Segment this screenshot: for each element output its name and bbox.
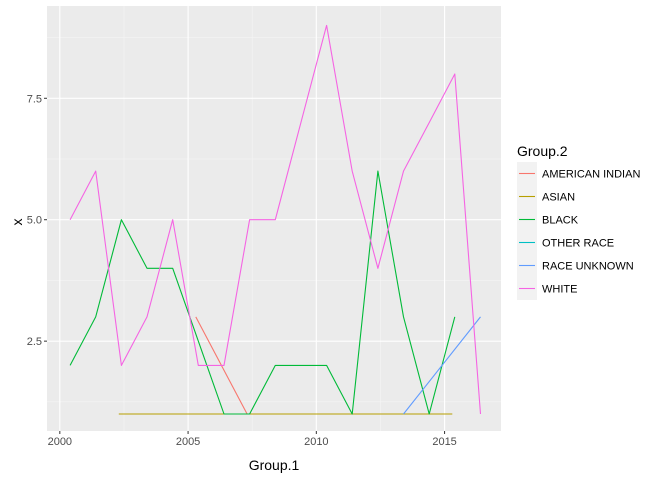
x-tick-label: 2010 — [304, 436, 328, 448]
x-tick-label: 2000 — [48, 436, 72, 448]
x-tick-label: 2015 — [432, 436, 456, 448]
plot-panel — [47, 6, 501, 431]
legend-label-black: BLACK — [542, 215, 579, 227]
legend-label-american-indian: AMERICAN INDIAN — [542, 169, 640, 181]
series-line-race-unknown — [403, 316, 481, 415]
grid-major — [47, 6, 501, 431]
legend-label-white: WHITE — [542, 284, 577, 296]
legend-label-other-race: OTHER RACE — [542, 238, 614, 250]
grid-minor — [47, 6, 501, 431]
legend-label-asian: ASIAN — [542, 192, 575, 204]
x-tick-label: 2005 — [176, 436, 200, 448]
legend-title: Group.2 — [517, 143, 568, 159]
y-tick-label: 5.0 — [27, 215, 42, 227]
x-axis: 2000 2005 2010 2015 — [48, 431, 457, 448]
series-line-black — [69, 170, 456, 415]
legend-label-race-unknown: RACE UNKNOWN — [542, 261, 634, 273]
x-axis-title: Group.1 — [249, 457, 300, 473]
legend: Group.2 AMERICAN INDIAN ASIAN BLACK OTHER R… — [517, 143, 640, 300]
y-axis: 2.5 5.0 7.5 — [27, 93, 47, 348]
y-tick-label: 7.5 — [27, 93, 42, 105]
series-lines — [69, 24, 482, 415]
y-axis-title: x — [9, 219, 25, 226]
y-tick-label: 2.5 — [27, 336, 42, 348]
series-line-white — [69, 24, 482, 415]
